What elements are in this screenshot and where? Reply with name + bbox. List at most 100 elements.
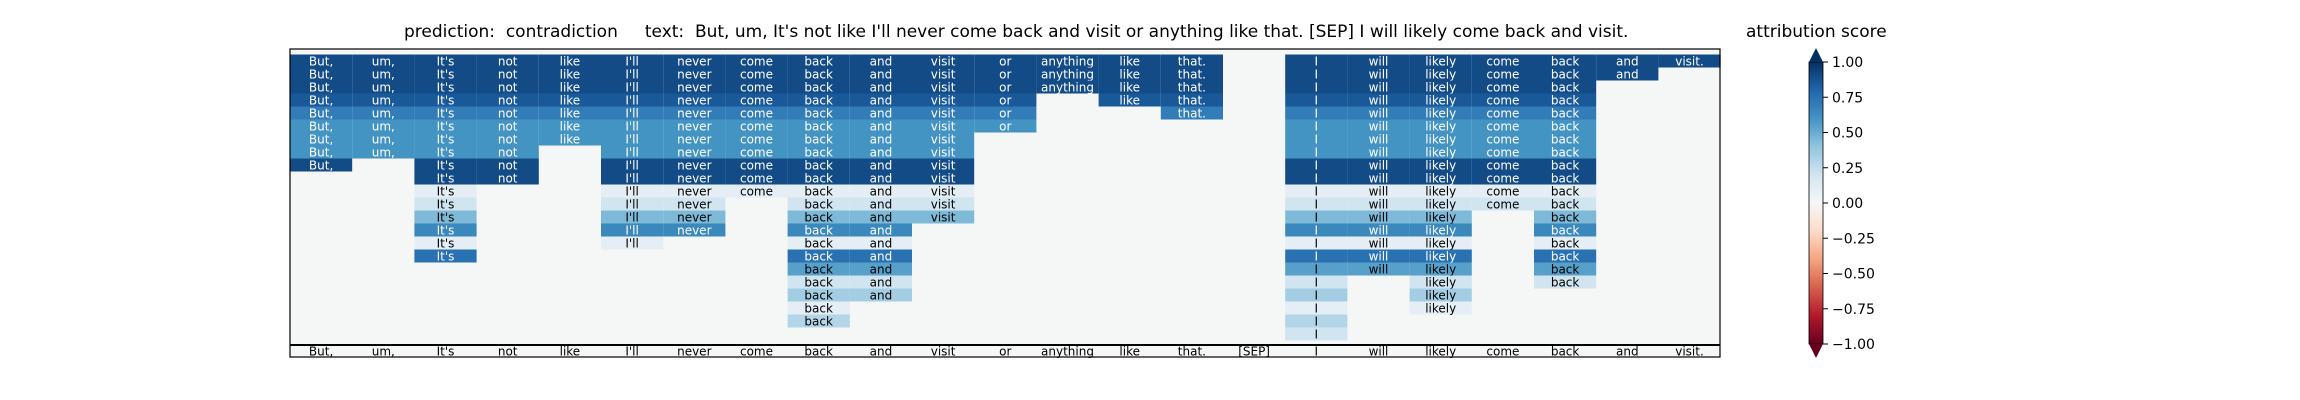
heatmap-cell-label: likely <box>1425 146 1456 160</box>
colorbar-tick-label: −0.50 <box>1832 267 1875 283</box>
heatmap-cell <box>414 249 477 263</box>
heatmap-cell <box>1409 262 1472 276</box>
heatmap-cell <box>849 210 912 224</box>
heatmap-cell-label: never <box>677 224 711 238</box>
heatmap-cell-label: I'll <box>625 224 639 238</box>
heatmap-cell-label: It's <box>437 224 455 238</box>
heatmap-cell-label: come <box>1486 107 1519 121</box>
heatmap-cell-label: come <box>740 68 773 82</box>
heatmap-cell-label: and <box>870 172 893 186</box>
heatmap-cell-label: likely <box>1425 198 1456 212</box>
heatmap-cell-label: and <box>870 81 893 95</box>
heatmap-cell <box>601 223 664 237</box>
heatmap-cell-label: will <box>1369 68 1389 82</box>
heatmap-cell <box>352 145 415 159</box>
heatmap-cell <box>1534 249 1597 263</box>
heatmap-cell-label: and <box>870 159 893 173</box>
heatmap-cell-label: not <box>498 172 518 186</box>
heatmap-cell <box>476 80 539 94</box>
heatmap-cell <box>1471 80 1534 94</box>
heatmap-cell-label: or <box>999 55 1011 69</box>
heatmap-cell <box>849 249 912 263</box>
heatmap-cell <box>1036 67 1099 81</box>
heatmap-cell <box>1036 80 1099 94</box>
token-label: come <box>740 345 773 359</box>
heatmap-cell <box>787 145 850 159</box>
heatmap-cell <box>1160 80 1223 94</box>
heatmap-cell <box>1347 262 1410 276</box>
heatmap-cell-label: and <box>870 276 893 290</box>
heatmap-cell-label: back <box>804 224 833 238</box>
heatmap-cell-label: um, <box>372 107 395 121</box>
heatmap-cell-label: back <box>804 211 833 225</box>
heatmap-cell <box>1285 301 1348 315</box>
heatmap-cell <box>1347 106 1410 120</box>
heatmap-cell-label: never <box>677 120 711 134</box>
heatmap-cell-label: will <box>1369 263 1389 277</box>
heatmap-cell <box>476 67 539 81</box>
heatmap-cell <box>1347 119 1410 133</box>
heatmap-cell-label: like <box>1119 55 1140 69</box>
heatmap-cell <box>1160 106 1223 120</box>
colorbar-tick-label: 1.00 <box>1832 55 1863 71</box>
heatmap-cell <box>1471 145 1534 159</box>
heatmap-cell <box>1409 288 1472 302</box>
token-label: or <box>999 345 1011 359</box>
heatmap-cell <box>725 158 788 172</box>
token-label: likely <box>1425 345 1456 359</box>
heatmap-cell <box>974 80 1037 94</box>
heatmap-cell <box>663 106 726 120</box>
heatmap-row: But, um, It's not like I'll never come back and vi… <box>290 67 1659 82</box>
heatmap-cell <box>601 54 664 68</box>
heatmap-cell-label: back <box>804 315 833 329</box>
heatmap-cell-label: But, <box>309 107 333 121</box>
heatmap-cell-label: I'll <box>625 146 639 160</box>
heatmap-cell <box>663 158 726 172</box>
heatmap-cell-label: It's <box>437 55 455 69</box>
heatmap-cell-label: never <box>677 94 711 108</box>
heatmap-cell-label: and <box>870 211 893 225</box>
heatmap-cell <box>601 93 664 107</box>
heatmap-cell-label: likely <box>1425 172 1456 186</box>
heatmap-cell <box>1658 54 1721 68</box>
heatmap-cell-label: I <box>1315 146 1319 160</box>
heatmap-cell-label: um, <box>372 55 395 69</box>
heatmap-cell <box>663 171 726 185</box>
heatmap-cell <box>1409 54 1472 68</box>
heatmap-cell <box>414 80 477 94</box>
heatmap-cell <box>912 184 975 198</box>
token-label: not <box>498 345 518 359</box>
heatmap-cell <box>849 158 912 172</box>
heatmap-cell-label: It's <box>437 237 455 251</box>
heatmap-cell-label: come <box>740 107 773 121</box>
heatmap-cell-label: will <box>1369 81 1389 95</box>
heatmap-cell <box>787 301 850 315</box>
heatmap-cell <box>849 106 912 120</box>
heatmap-cell <box>725 106 788 120</box>
heatmap-cell-label: will <box>1369 94 1389 108</box>
heatmap-cell <box>290 93 353 107</box>
heatmap-cell <box>290 67 353 81</box>
heatmap-cell <box>1596 54 1659 68</box>
colorbar-tick-label: −0.75 <box>1832 302 1875 318</box>
heatmap-cell <box>1285 106 1348 120</box>
heatmap-cell <box>912 119 975 133</box>
heatmap-cell-label: likely <box>1425 289 1456 303</box>
heatmap-cell-label: um, <box>372 133 395 147</box>
token-label: will <box>1369 345 1389 359</box>
heatmap-cell-label: back <box>804 120 833 134</box>
heatmap-cell-label: um, <box>372 81 395 95</box>
heatmap-cell-label: I'll <box>625 81 639 95</box>
heatmap-cell-label: will <box>1369 198 1389 212</box>
heatmap-cell-label: come <box>1486 94 1519 108</box>
heatmap-cell-label: I <box>1315 315 1319 329</box>
heatmap-cell-label: visit <box>931 81 956 95</box>
heatmap-cell <box>787 275 850 289</box>
heatmap-cell <box>1471 171 1534 185</box>
heatmap-cell <box>1409 301 1472 315</box>
heatmap-cell-label: and <box>870 120 893 134</box>
heatmap-cell-label: and <box>870 237 893 251</box>
heatmap-cell <box>1534 210 1597 224</box>
heatmap-cell <box>414 171 477 185</box>
token-label: um, <box>372 345 395 359</box>
